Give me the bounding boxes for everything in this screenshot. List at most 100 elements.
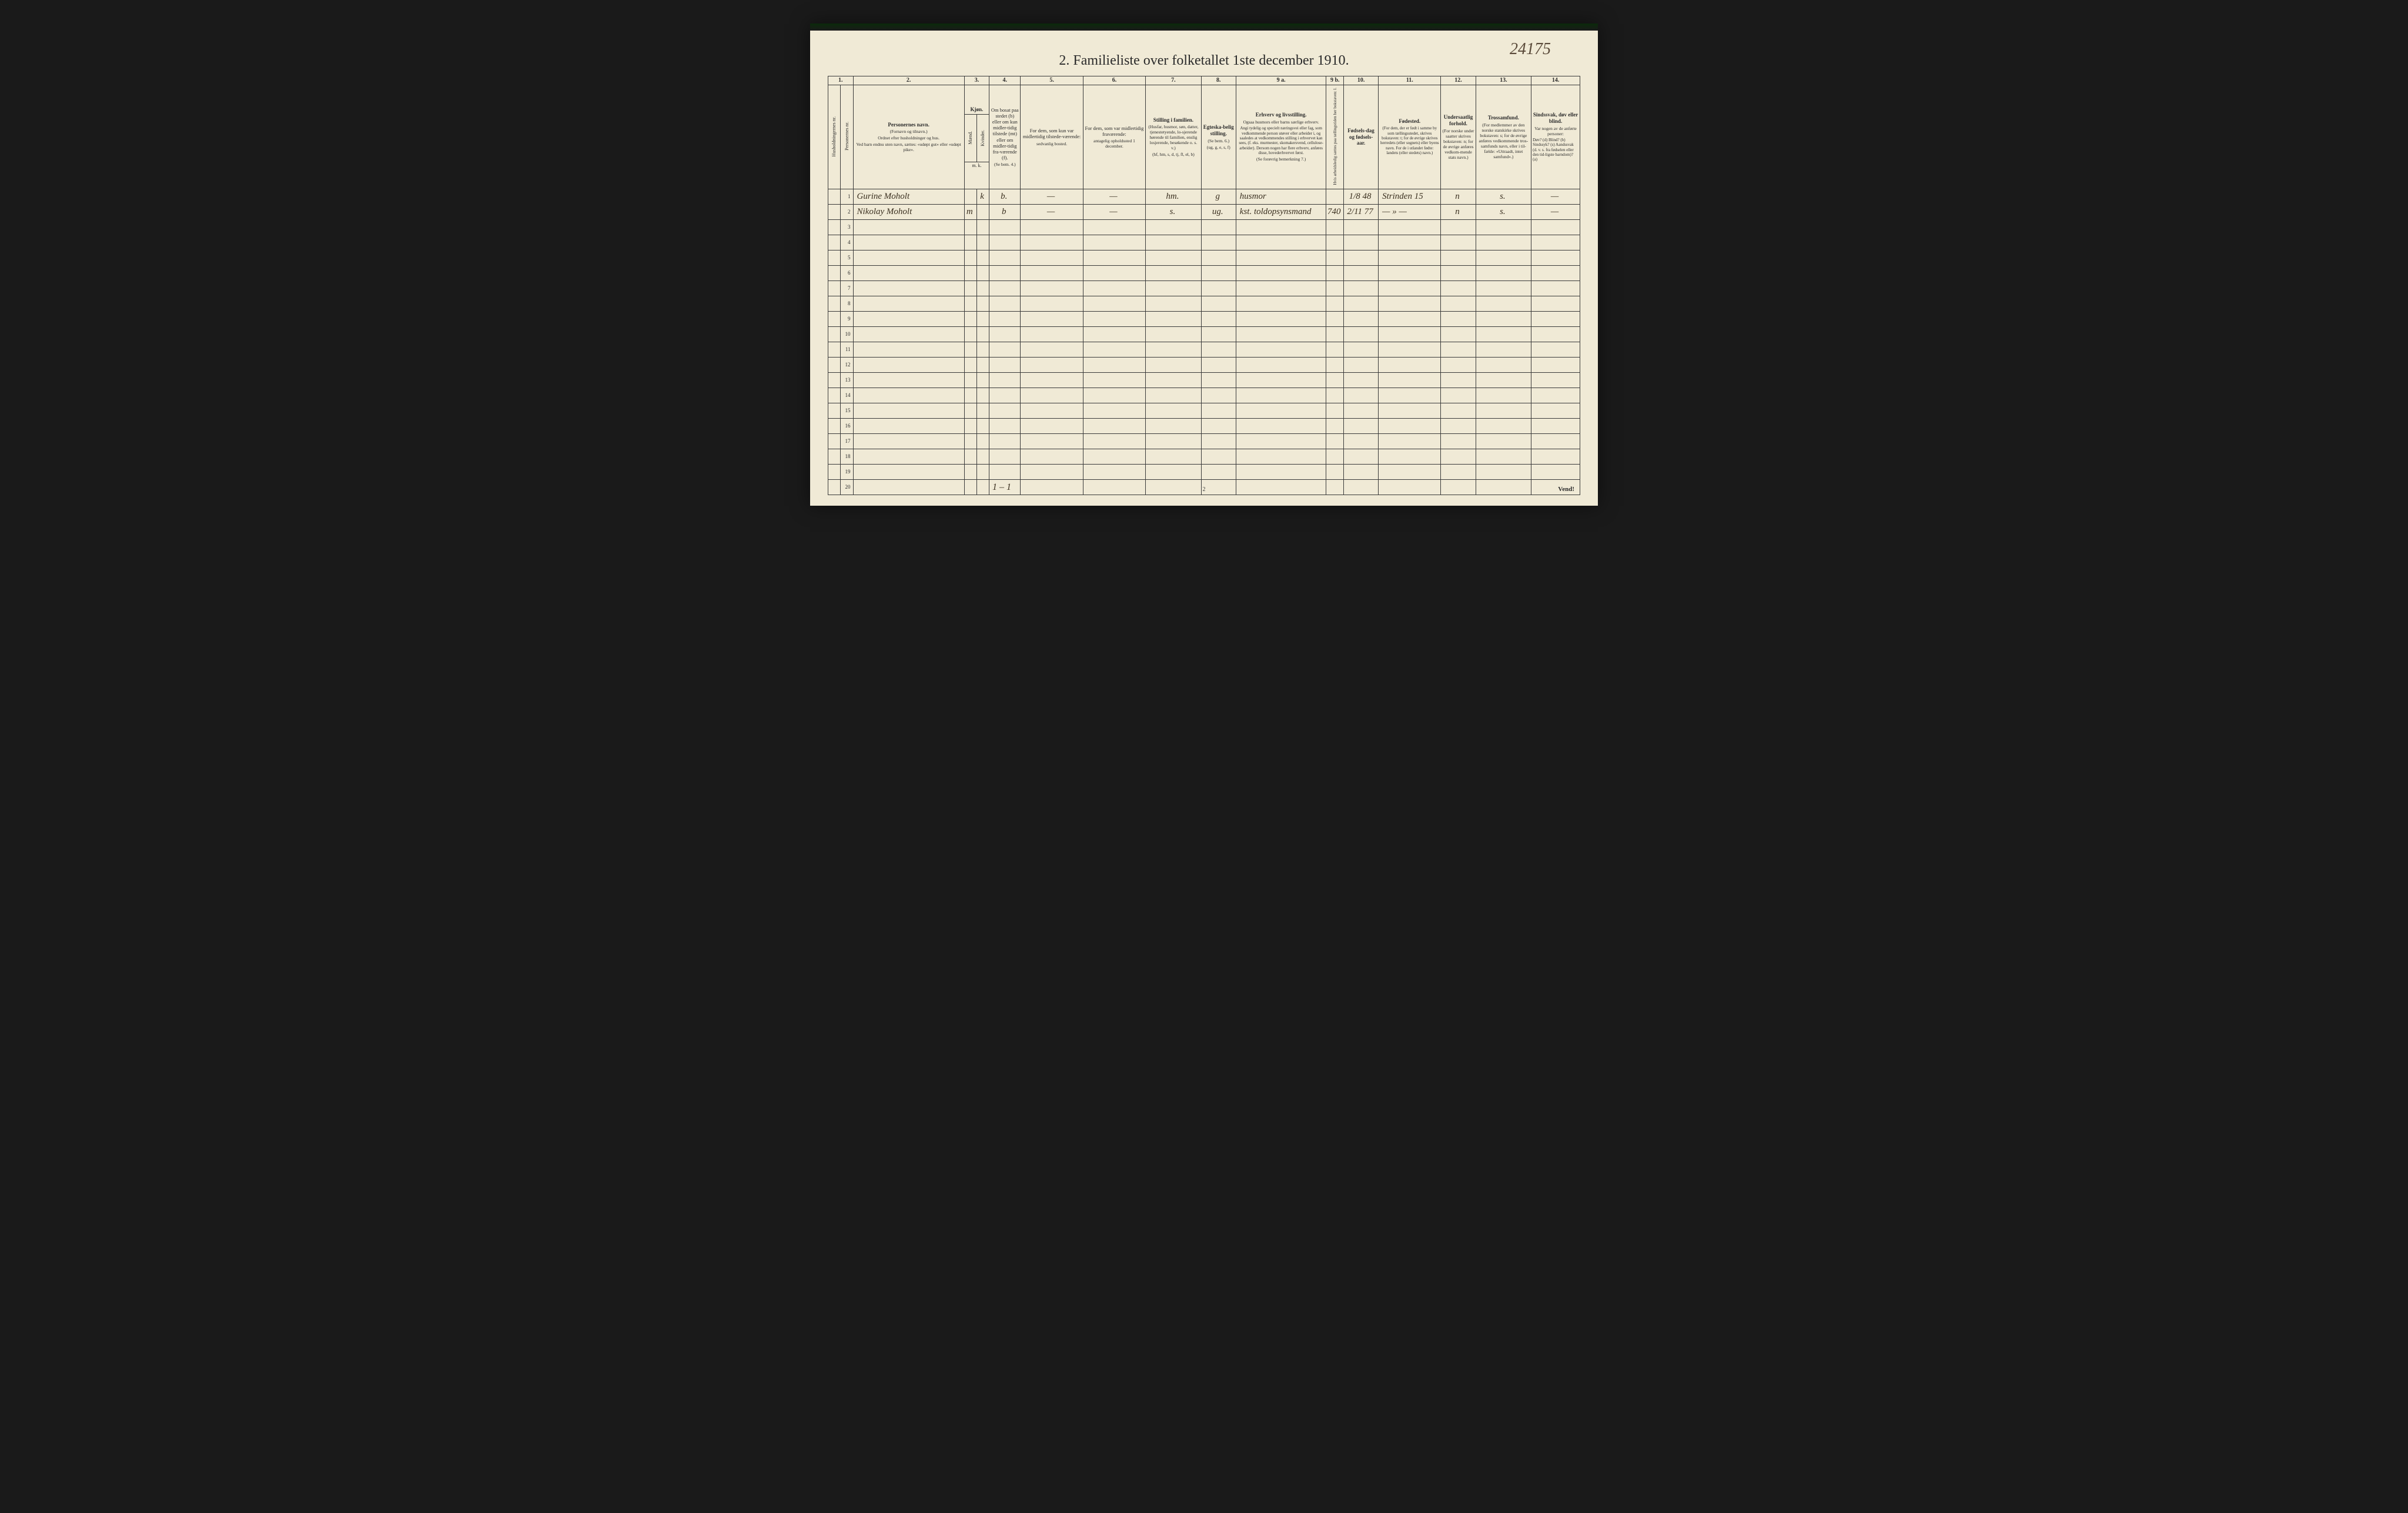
empty-cell	[1146, 418, 1202, 433]
name-cell: Nikolay Moholt	[853, 204, 964, 219]
empty-cell	[976, 388, 989, 403]
household-num-cell	[828, 326, 841, 342]
empty-cell	[1021, 250, 1083, 265]
empty-cell	[964, 326, 976, 342]
hdr-14-sub2: Døv? (d) Blind? (b) Sindssyk? (s) Aandss…	[1533, 138, 1578, 162]
empty-cell	[1379, 479, 1441, 495]
empty-cell	[1476, 357, 1531, 372]
c9a-cell: husmor	[1236, 189, 1326, 204]
empty-cell	[964, 280, 976, 296]
empty-cell	[964, 388, 976, 403]
household-num-cell	[828, 464, 841, 479]
bottom-tally: 1 – 1	[992, 482, 1011, 493]
hdr-4: Om bosat paa stedet (b) eller om kun mid…	[989, 85, 1021, 189]
household-num-cell	[828, 265, 841, 280]
colnum-9a: 9 a.	[1236, 76, 1326, 85]
empty-cell	[1441, 311, 1476, 326]
empty-cell	[1441, 479, 1476, 495]
household-num-cell	[828, 449, 841, 464]
hdr-7: Stilling i familien. (Husfar, husmor, sø…	[1146, 85, 1202, 189]
person-num-cell: 18	[841, 449, 853, 464]
person-num-cell: 17	[841, 433, 853, 449]
empty-cell	[1379, 342, 1441, 357]
empty-cell	[1021, 342, 1083, 357]
empty-cell	[853, 464, 964, 479]
hdr-8-sub1: (Se bem. 6.)	[1203, 138, 1235, 143]
hdr-6: For dem, som var midlertidig fraværende:…	[1083, 85, 1145, 189]
empty-cell	[1344, 418, 1379, 433]
table-row-empty: 16	[828, 418, 1580, 433]
empty-cell	[1021, 235, 1083, 250]
empty-cell	[1201, 418, 1236, 433]
hdr-3a: Mænd.	[968, 131, 974, 144]
empty-cell	[976, 219, 989, 235]
empty-cell	[989, 265, 1021, 280]
empty-cell	[1021, 265, 1083, 280]
person-num-cell: 11	[841, 342, 853, 357]
empty-cell	[1344, 403, 1379, 418]
hdr-9a-sub2: Angi tydelig og specielt næringsvei elle…	[1238, 126, 1325, 155]
column-header-row: Husholdningernes nr. Personernes nr. Per…	[828, 85, 1580, 189]
hdr-7-main: Stilling i familien.	[1153, 117, 1193, 123]
hdr-9a: Erhverv og livsstilling. Ogsaa husmors e…	[1236, 85, 1326, 189]
empty-cell	[853, 433, 964, 449]
person-num-cell: 8	[841, 296, 853, 311]
colnum-6: 6.	[1083, 76, 1145, 85]
empty-cell	[1146, 219, 1202, 235]
empty-cell	[1201, 250, 1236, 265]
colnum-3: 3.	[964, 76, 989, 85]
hdr-13-main: Trossamfund.	[1488, 115, 1519, 121]
table-row-empty: 7	[828, 280, 1580, 296]
hdr-14-sub1: Var nogen av de anførte personer:	[1533, 126, 1578, 136]
person-num-cell: 10	[841, 326, 853, 342]
empty-cell	[989, 372, 1021, 388]
empty-cell	[1083, 235, 1145, 250]
person-num-cell: 13	[841, 372, 853, 388]
empty-cell	[1083, 403, 1145, 418]
empty-cell	[1326, 449, 1344, 464]
c11-cell: — » —	[1379, 204, 1441, 219]
empty-cell	[1531, 311, 1580, 326]
empty-cell	[1441, 219, 1476, 235]
empty-cell	[1344, 296, 1379, 311]
hdr-9a-main: Erhverv og livsstilling.	[1256, 112, 1307, 118]
empty-cell	[1441, 250, 1476, 265]
empty-cell	[853, 326, 964, 342]
empty-cell	[1531, 342, 1580, 357]
empty-cell	[1476, 326, 1531, 342]
hdr-1a-label: Husholdningernes nr.	[831, 116, 837, 156]
empty-cell	[1531, 388, 1580, 403]
empty-cell	[853, 357, 964, 372]
page-number: 2	[1203, 486, 1206, 493]
empty-cell	[1326, 357, 1344, 372]
c10-cell: 2/11 77	[1344, 204, 1379, 219]
hdr-12-sub: (For norske under saatter skrives boksta…	[1442, 128, 1474, 160]
hdr-4-sub: (Se bem. 4.)	[991, 162, 1019, 167]
empty-cell	[1236, 357, 1326, 372]
empty-cell	[1326, 326, 1344, 342]
empty-cell	[1441, 357, 1476, 372]
empty-cell	[989, 250, 1021, 265]
empty-cell	[1344, 357, 1379, 372]
hdr-1b-label: Personernes nr.	[844, 122, 850, 151]
empty-cell	[1326, 418, 1344, 433]
c7-cell: s.	[1146, 204, 1202, 219]
c10-cell: 1/8 48	[1344, 189, 1379, 204]
empty-cell	[1201, 479, 1236, 495]
census-table: 1. 2. 3. 4. 5. 6. 7. 8. 9 a. 9 b. 10. 11…	[828, 76, 1580, 495]
c6-cell: —	[1083, 189, 1145, 204]
empty-cell	[1083, 357, 1145, 372]
empty-cell	[964, 342, 976, 357]
empty-cell	[989, 464, 1021, 479]
empty-cell	[976, 342, 989, 357]
empty-cell	[1326, 388, 1344, 403]
empty-cell	[1083, 433, 1145, 449]
empty-cell	[1146, 265, 1202, 280]
empty-cell	[989, 418, 1021, 433]
empty-cell	[1021, 311, 1083, 326]
empty-cell	[1344, 342, 1379, 357]
empty-cell	[1201, 433, 1236, 449]
empty-cell	[1441, 403, 1476, 418]
empty-cell	[1083, 326, 1145, 342]
empty-cell	[1236, 433, 1326, 449]
